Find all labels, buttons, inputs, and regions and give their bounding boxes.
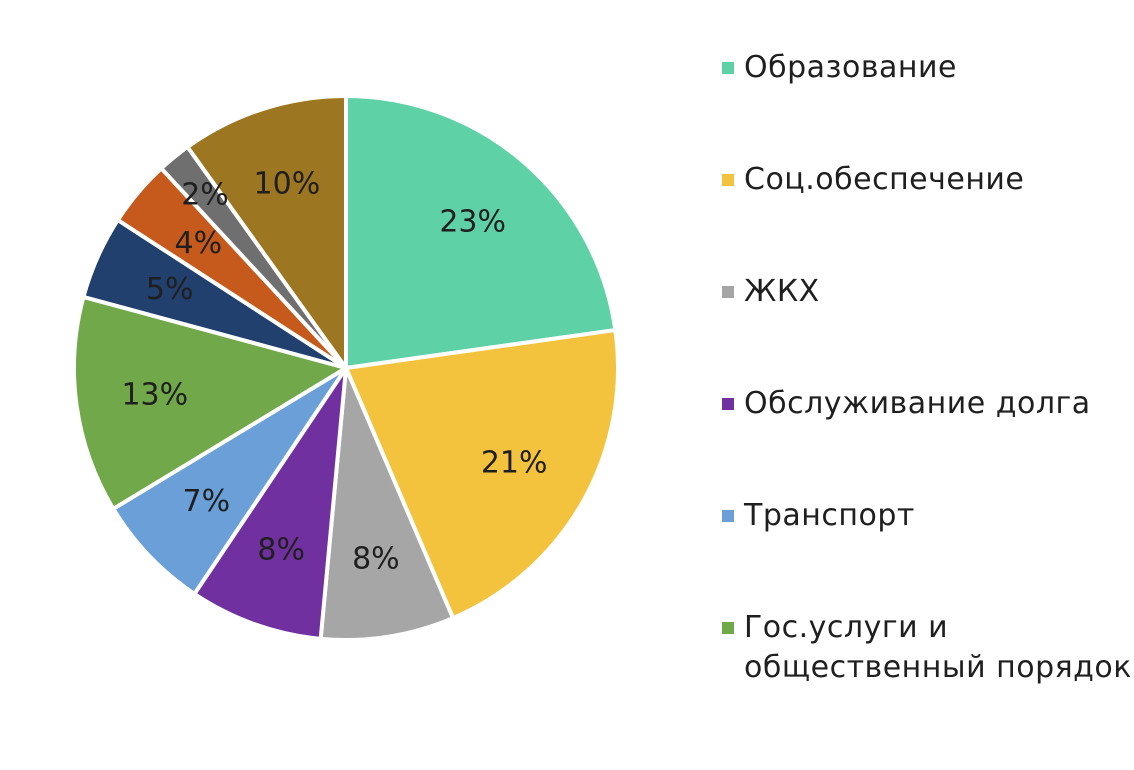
legend-swatch-3 — [722, 398, 734, 410]
data-label-0: 23% — [439, 205, 506, 240]
pie-slices — [72, 94, 620, 642]
legend-swatch-1 — [722, 174, 734, 186]
data-label-4: 7% — [183, 484, 231, 519]
data-label-5: 13% — [121, 377, 188, 412]
data-label-2: 8% — [352, 541, 400, 576]
data-label-7: 4% — [175, 226, 223, 261]
legend-label-2: ЖКХ — [744, 274, 820, 309]
legend-swatch-4 — [722, 510, 734, 522]
legend-label-0: Образование — [744, 50, 957, 85]
data-label-8: 2% — [181, 178, 229, 213]
data-label-6: 5% — [146, 272, 194, 307]
legend-label-5: Гос.услуги и общественный порядок — [744, 610, 1132, 685]
legend-label-3: Обслуживание долга — [744, 386, 1091, 421]
pie-data-labels: 23% 21% 8% 8% 7% 13% 5% 4% 2% 10% — [121, 167, 547, 577]
legend-label-1: Соц.обеспечение — [744, 162, 1025, 197]
data-label-3: 8% — [257, 532, 305, 567]
data-label-9: 10% — [254, 167, 321, 202]
pie-slice-2 — [318, 366, 456, 642]
pie-slice-3 — [192, 366, 348, 641]
pie-slice-9 — [185, 94, 348, 370]
pie-slice-4 — [111, 366, 348, 596]
pie-chart-plot: 23% 21% 8% 8% 7% 13% 5% 4% 2% 10% — [72, 94, 620, 642]
data-label-1: 21% — [481, 445, 548, 480]
legend-swatch-2 — [722, 286, 734, 298]
legend-swatch-0 — [722, 62, 734, 74]
legend-swatch-5 — [722, 622, 734, 634]
pie-slice-0 — [344, 94, 618, 370]
pie-slice-1 — [344, 328, 620, 621]
legend-label-4: Транспорт — [744, 498, 915, 533]
